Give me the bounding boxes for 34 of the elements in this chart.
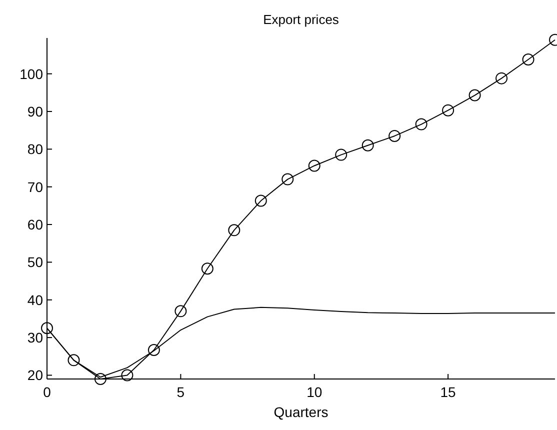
- point: [415, 118, 428, 130]
- x-tick-label: 5: [176, 384, 185, 400]
- chart-title: Export prices: [263, 12, 340, 27]
- y-tick-label: 80: [27, 141, 44, 158]
- x-tick-label: 15: [440, 384, 456, 400]
- point: [148, 344, 160, 356]
- point: [496, 72, 508, 84]
- y-tick-label: 50: [27, 254, 44, 270]
- point: [282, 173, 294, 186]
- point: [522, 53, 534, 66]
- y-tick-label: 70: [27, 178, 44, 195]
- point: [228, 224, 240, 236]
- point: [41, 322, 53, 334]
- point: [388, 130, 401, 142]
- x-tick-label: 10: [306, 384, 322, 400]
- y-tick-label: 40: [27, 292, 44, 308]
- point: [442, 104, 454, 116]
- y-tick-label: 60: [27, 216, 44, 233]
- point: [201, 262, 214, 275]
- x-axis-title: Quarters: [274, 404, 328, 420]
- point: [68, 354, 80, 366]
- y-tick-label: 100: [20, 66, 44, 82]
- point: [94, 373, 106, 385]
- point: [121, 369, 134, 382]
- y-tick-label: 30: [27, 330, 44, 346]
- point: [254, 194, 267, 207]
- x-tick-label: 0: [43, 384, 52, 400]
- point: [468, 89, 481, 102]
- point: [174, 305, 187, 318]
- y-tick-label: 90: [27, 103, 44, 120]
- point: [335, 148, 348, 161]
- y-tick-label: 20: [27, 367, 44, 384]
- point: [308, 160, 320, 172]
- point: [362, 139, 374, 152]
